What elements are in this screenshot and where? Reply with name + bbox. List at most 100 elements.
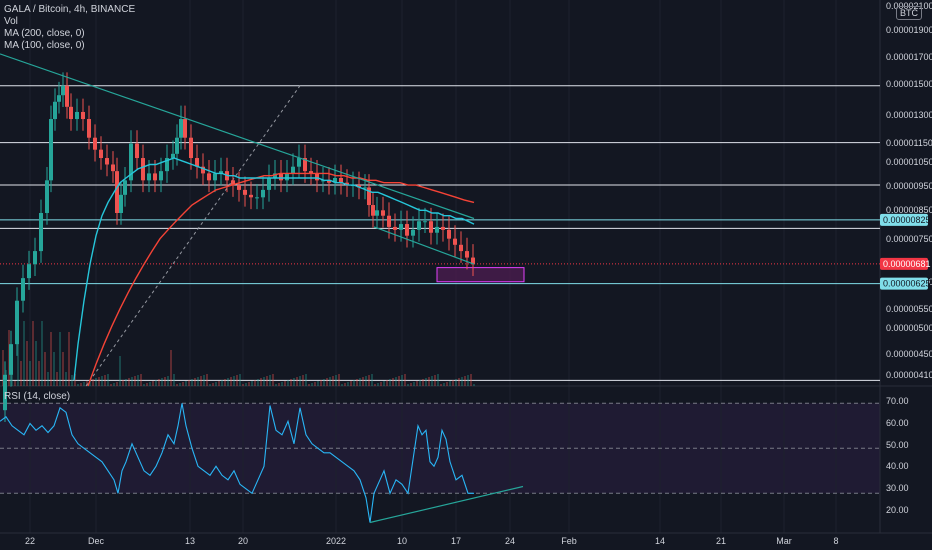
currency-badge[interactable]: BTC [896, 6, 922, 20]
candle-body [179, 119, 183, 138]
volume-bar [362, 377, 364, 386]
price-axis-label: 0.00001900 [886, 25, 932, 35]
lower-trendline [373, 226, 475, 265]
volume-bar [455, 379, 457, 386]
volume-bar [218, 381, 220, 386]
time-axis-label: 22 [25, 536, 35, 546]
volume-bar [425, 378, 427, 386]
volume-bar [155, 380, 157, 386]
volume-bar [341, 384, 343, 386]
volume-bar [380, 382, 382, 386]
volume-bar [245, 383, 247, 386]
ma200-legend: MA (200, close, 0) [4, 28, 85, 39]
upper-trendline [0, 53, 475, 220]
volume-bar [230, 377, 232, 386]
volume-bar [386, 380, 388, 386]
candle-body [367, 187, 371, 206]
volume-legend: Vol [4, 16, 18, 27]
candle-body [453, 238, 457, 245]
candle-body [15, 300, 19, 345]
price-axis-label: 0.00000750 [886, 234, 932, 244]
candle-body [21, 278, 25, 301]
volume-bar [143, 384, 145, 386]
candle-body [261, 189, 265, 198]
volume-bar [32, 321, 34, 386]
volume-bar [146, 383, 148, 386]
candle-body [309, 171, 313, 174]
volume-bar [302, 375, 304, 386]
volume-bar [71, 375, 73, 386]
candle-body [57, 95, 61, 102]
candle-body [171, 153, 175, 159]
volume-bar [470, 374, 472, 386]
price-axis-label: 0.00001700 [886, 52, 932, 62]
candle-body [49, 119, 53, 181]
volume-bar [17, 341, 19, 386]
volume-bar [266, 376, 268, 386]
ma200-line [87, 172, 475, 387]
volume-bar [140, 374, 142, 386]
candle-body [243, 189, 247, 195]
candle-body [333, 177, 337, 183]
volume-bar [383, 381, 385, 386]
current-price-badge-bg [880, 257, 928, 270]
volume-bar [443, 383, 445, 386]
candle-body [237, 185, 241, 190]
volume-bar [395, 377, 397, 386]
candle-body [123, 180, 127, 195]
candle-body [459, 244, 463, 252]
volume-bar [89, 380, 91, 386]
volume-bar [59, 332, 61, 386]
volume-bar [452, 380, 454, 386]
candle-body [201, 166, 205, 174]
rsi-axis-label: 20.00 [886, 505, 909, 515]
candle-body [267, 177, 271, 190]
volume-bar [65, 372, 67, 386]
volume-bar [206, 374, 208, 386]
volume-bar [356, 379, 358, 386]
candle-body [65, 85, 69, 107]
volume-bar [107, 374, 109, 386]
time-axis-label: Dec [88, 536, 105, 546]
volume-bar [2, 350, 4, 386]
candle-body [219, 171, 223, 174]
volume-bar [92, 379, 94, 386]
candle-body [357, 185, 361, 188]
volume-bar [23, 321, 25, 386]
volume-bar [176, 384, 178, 386]
rsi-legend: RSI (14, close) [4, 391, 71, 402]
volume-bar [263, 377, 265, 386]
volume-bar [320, 380, 322, 386]
candle-body [303, 158, 307, 172]
volume-bar [149, 382, 151, 386]
rsi-axis-label: 30.00 [886, 483, 909, 493]
volume-bar [296, 377, 298, 386]
candle-body [115, 171, 119, 213]
volume-bar [116, 382, 118, 386]
volume-bar [413, 382, 415, 386]
volume-bar [428, 377, 430, 386]
candle-body [387, 215, 391, 227]
candle-body [381, 210, 385, 216]
candle-body [81, 111, 85, 120]
candle-body [465, 251, 469, 258]
candle-body [291, 166, 295, 174]
volume-bar [203, 375, 205, 386]
volume-bar [209, 384, 211, 386]
volume-bar [188, 380, 190, 386]
volume-bar [122, 380, 124, 386]
volume-bar [260, 378, 262, 386]
candle-body [69, 106, 73, 120]
candle-body [99, 149, 103, 159]
price-axis-label: 0.00000950 [886, 181, 932, 191]
candle-body [423, 221, 427, 223]
volume-bar [74, 374, 76, 386]
volume-bar [344, 383, 346, 386]
volume-bar [290, 379, 292, 386]
candle-body [183, 119, 187, 138]
volume-bar [239, 374, 241, 386]
volume-bar [134, 376, 136, 386]
volume-bar [44, 352, 46, 386]
candle-body [411, 229, 415, 236]
